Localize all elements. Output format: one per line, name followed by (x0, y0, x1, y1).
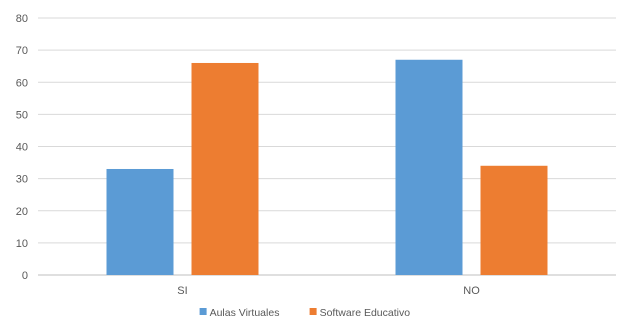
y-tick-label: 10 (16, 238, 28, 250)
legend-label: Aulas Virtuales (210, 307, 280, 319)
y-tick-label: 30 (16, 174, 28, 186)
legend-swatch (199, 308, 207, 315)
bar-software-educativo-no (480, 165, 548, 275)
y-tick-label: 80 (16, 13, 28, 25)
bar-software-educativo-si (191, 62, 259, 275)
x-axis-tick-labels: SI NO (177, 285, 480, 297)
bars (106, 59, 548, 276)
y-tick-label: 50 (16, 109, 28, 121)
legend-label: Software Educativo (320, 307, 411, 319)
bar-aulas-virtuales-si (106, 168, 174, 275)
y-axis-tick-labels: 0 10 20 30 40 50 60 70 80 (16, 13, 28, 282)
bar-aulas-virtuales-no (395, 59, 463, 276)
x-tick-label: SI (177, 285, 187, 297)
y-tick-label: 20 (16, 206, 28, 218)
x-tick-label: NO (463, 285, 480, 297)
y-tick-label: 70 (16, 45, 28, 57)
y-tick-label: 0 (22, 270, 28, 282)
y-tick-label: 60 (16, 77, 28, 89)
legend-swatch (309, 308, 317, 315)
y-tick-label: 40 (16, 142, 28, 154)
legend: Aulas Virtuales Software Educativo (199, 307, 411, 319)
